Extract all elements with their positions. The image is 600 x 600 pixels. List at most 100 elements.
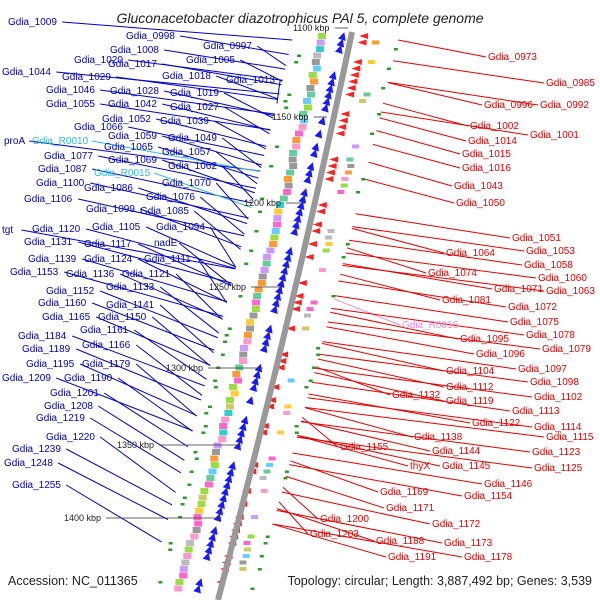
gene-category-block xyxy=(340,183,348,188)
gene-label-left: Gdia_1018 xyxy=(162,71,211,82)
gene-label-left: Gdia_1195 xyxy=(26,359,75,370)
callout-line xyxy=(76,348,202,401)
forward-gene-arrow xyxy=(298,194,306,204)
reverse-gene-arrow xyxy=(311,228,321,234)
forward-gene-arrow xyxy=(264,324,273,334)
forward-gene-arrow xyxy=(271,298,280,308)
gene-label-left: Gdia_1039 xyxy=(160,116,209,127)
gene-category-block xyxy=(244,547,252,552)
marker-tick xyxy=(257,210,262,213)
gene-category-block xyxy=(224,410,233,416)
gene-label-left: Gdia_1008 xyxy=(110,45,159,56)
reverse-gene-arrow xyxy=(349,72,359,78)
forward-gene-arrow xyxy=(296,201,305,211)
gene-label-left: Gdia_1255 xyxy=(12,480,61,491)
forward-gene-arrow xyxy=(306,162,315,171)
forward-gene-arrow xyxy=(238,422,247,432)
forward-gene-arrow xyxy=(254,363,263,373)
gene-label-right: Gdia_1071 xyxy=(494,284,543,295)
gene-label-left: Gdia_1100 xyxy=(36,178,85,189)
callout-line xyxy=(89,417,182,474)
gene-label-right: Gdia_1146 xyxy=(484,479,533,490)
marker-tick xyxy=(201,431,206,434)
reverse-gene-arrow xyxy=(325,169,335,176)
reverse-gene-arrow xyxy=(275,364,285,371)
gene-category-block xyxy=(303,98,312,104)
gene-category-block xyxy=(251,515,259,519)
callout-line xyxy=(178,242,232,286)
gene-category-block xyxy=(266,247,275,254)
callout-line xyxy=(92,168,253,204)
gene-label-left: Gdia_1152 xyxy=(46,286,95,297)
callout-line xyxy=(86,228,236,269)
gene-label-left: Gdia_1029 xyxy=(62,72,111,83)
gene-category-block xyxy=(325,242,333,246)
gene-label-right: Gdia_1074 xyxy=(428,268,477,279)
gene-label-right: Gdia_1104 xyxy=(446,366,495,377)
callout-line xyxy=(351,227,445,254)
callout-line xyxy=(300,421,531,453)
forward-gene-arrow xyxy=(208,532,216,542)
callout-line xyxy=(304,406,545,438)
reverse-gene-arrow xyxy=(277,358,287,364)
forward-gene-arrow xyxy=(325,84,334,94)
gene-label-right: Gdia_0973 xyxy=(488,52,537,63)
gene-category-block xyxy=(282,189,291,195)
gene-label-right: Gdia_1119 xyxy=(446,396,494,407)
gene-category-block xyxy=(243,338,252,345)
callout-line xyxy=(301,420,431,452)
callout-line xyxy=(327,321,541,350)
callout-line xyxy=(117,377,193,432)
gene-category-block xyxy=(260,489,268,493)
forward-gene-arrow xyxy=(233,441,242,451)
forward-gene-arrow xyxy=(226,467,234,477)
gene-label-right: Gdia_1002 xyxy=(470,121,519,132)
gene-category-block xyxy=(232,371,241,377)
callout-line xyxy=(100,103,271,131)
callout-line xyxy=(164,90,275,117)
gene-category-block xyxy=(243,332,252,338)
gene-category-block xyxy=(292,137,301,143)
callout-line xyxy=(57,462,169,520)
marker-tick xyxy=(189,470,194,473)
gene-label-right: Gdia_1014 xyxy=(468,136,517,147)
gene-category-block xyxy=(316,39,325,46)
gene-category-block xyxy=(347,164,355,168)
gene-category-block xyxy=(208,468,217,475)
callout-line xyxy=(99,436,176,493)
gene-label-left: Gdia_1076 xyxy=(146,192,195,203)
gene-category-block xyxy=(251,306,260,312)
gene-label-left: Gdia_1019 xyxy=(170,88,219,99)
forward-gene-arrow xyxy=(252,370,261,380)
gene-category-block xyxy=(246,325,255,332)
gene-label-left: Gdia_1013 xyxy=(226,75,275,86)
callout-line xyxy=(296,436,533,469)
forward-gene-arrow xyxy=(249,383,257,393)
callout-line xyxy=(162,63,282,86)
marker-tick xyxy=(284,106,289,109)
marker-tick xyxy=(393,48,398,51)
gene-category-block xyxy=(359,99,367,103)
callout-line xyxy=(65,448,173,506)
callout-line xyxy=(338,280,507,308)
gene-label-left: Gdia_1049 xyxy=(168,133,217,144)
gene-category-block xyxy=(284,404,292,409)
forward-gene-arrow xyxy=(193,584,201,594)
gene-label-left: proA xyxy=(4,136,25,147)
marker-tick xyxy=(316,347,321,350)
gene-category-block xyxy=(302,326,310,331)
gene-category-block xyxy=(276,430,284,435)
gene-category-block xyxy=(288,156,297,163)
gene-category-block xyxy=(306,307,314,311)
gene-category-block xyxy=(235,364,244,371)
gene-label-left: Gdia_1239 xyxy=(12,444,61,455)
gene-category-block xyxy=(268,456,276,461)
gene-category-block xyxy=(315,46,324,52)
callout-line xyxy=(193,210,241,250)
gene-label-right: Gdia_1203 xyxy=(310,529,359,540)
marker-tick xyxy=(331,295,336,298)
gene-category-block xyxy=(337,190,345,194)
gene-category-block xyxy=(299,111,308,117)
gene-category-block xyxy=(312,65,321,72)
gene-label-left: Gdia_1052 xyxy=(102,114,151,125)
